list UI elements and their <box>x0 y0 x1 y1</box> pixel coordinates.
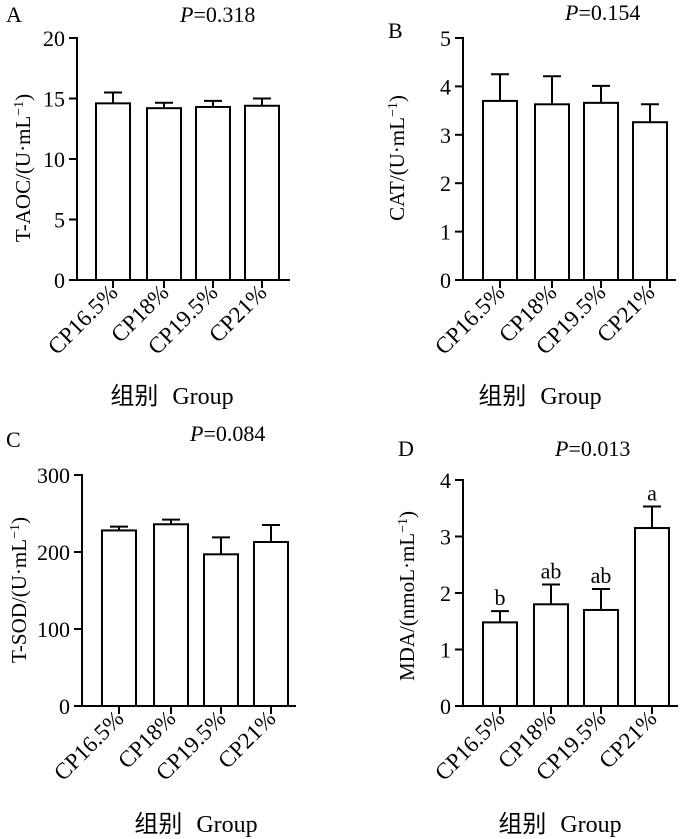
y-tick-label: 5 <box>440 26 451 51</box>
bar <box>482 621 518 708</box>
y-tick-label: 200 <box>37 540 70 565</box>
y-tick-label: 2 <box>440 171 451 196</box>
significance-label: ab <box>591 563 612 588</box>
bar <box>583 101 619 281</box>
y-tick-label: 4 <box>440 468 451 493</box>
y-tick-label: 300 <box>37 463 70 488</box>
x-axis-label: 组别 Group <box>110 383 233 410</box>
panel-b: B P=0.154 CAT/(U·mL−1) 012345CP16.5%CP18… <box>385 0 676 410</box>
bar <box>195 105 231 281</box>
y-tick-label: 3 <box>440 525 451 550</box>
panel-letter: A <box>6 2 22 27</box>
y-tick-label: 10 <box>43 147 65 172</box>
panel-letter: B <box>388 18 403 43</box>
panel-a: A P=0.318 T-AOC/(U·mL−1) 05101520CP16.5%… <box>6 2 290 410</box>
bar <box>95 102 131 281</box>
bar <box>634 527 670 708</box>
x-axis-label: 组别 Group <box>478 383 601 410</box>
significance-label: b <box>495 585 506 610</box>
bar <box>253 540 289 707</box>
y-axis-label: MDA/(nmoL·mL−1) <box>395 511 419 681</box>
category-label: CP21% <box>594 706 661 773</box>
bar <box>533 603 569 707</box>
p-value: P=0.084 <box>189 421 265 446</box>
y-tick-label: 5 <box>54 208 65 233</box>
bar <box>146 107 182 282</box>
y-axis-label: CAT/(U·mL−1) <box>385 95 409 221</box>
x-axis-label: 组别 Group <box>134 811 257 838</box>
y-tick-label: 1 <box>440 638 451 663</box>
y-axis-label: T-AOC/(U·mL−1) <box>11 94 35 242</box>
p-value: P=0.013 <box>554 436 630 461</box>
bar <box>534 103 570 281</box>
panel-c: C P=0.084 T-SOD/(U·mL−1) 0100200300CP16.… <box>6 421 296 838</box>
significance-label: ab <box>541 559 562 584</box>
category-label: CP21% <box>213 706 280 773</box>
p-value: P=0.154 <box>564 0 640 25</box>
y-tick-label: 1 <box>440 220 451 245</box>
bar <box>101 529 137 707</box>
y-tick-label: 2 <box>440 581 451 606</box>
y-tick-label: 20 <box>43 26 65 51</box>
bar <box>203 553 239 707</box>
y-tick-label: 100 <box>37 617 70 642</box>
panel-d: D P=0.013 MDA/(nmoL·mL−1) bab aba01234CP1… <box>395 436 678 838</box>
p-value: P=0.318 <box>179 2 255 27</box>
panel-letter: C <box>6 427 21 452</box>
y-tick-label: 0 <box>440 268 451 293</box>
y-tick-label: 15 <box>43 87 65 112</box>
y-axis-label: T-SOD/(U·mL−1) <box>7 517 31 663</box>
significance-label: a <box>647 481 657 506</box>
y-tick-label: 0 <box>59 694 70 719</box>
x-axis-label: 组别 Group <box>498 811 621 838</box>
y-tick-label: 4 <box>440 74 451 99</box>
bar <box>153 523 189 708</box>
y-tick-label: 0 <box>440 694 451 719</box>
bar <box>632 121 668 281</box>
bar <box>583 608 619 708</box>
y-tick-label: 3 <box>440 123 451 148</box>
y-tick-label: 0 <box>54 268 65 293</box>
bar <box>244 104 280 282</box>
bar <box>482 99 518 281</box>
panel-letter: D <box>398 436 414 461</box>
